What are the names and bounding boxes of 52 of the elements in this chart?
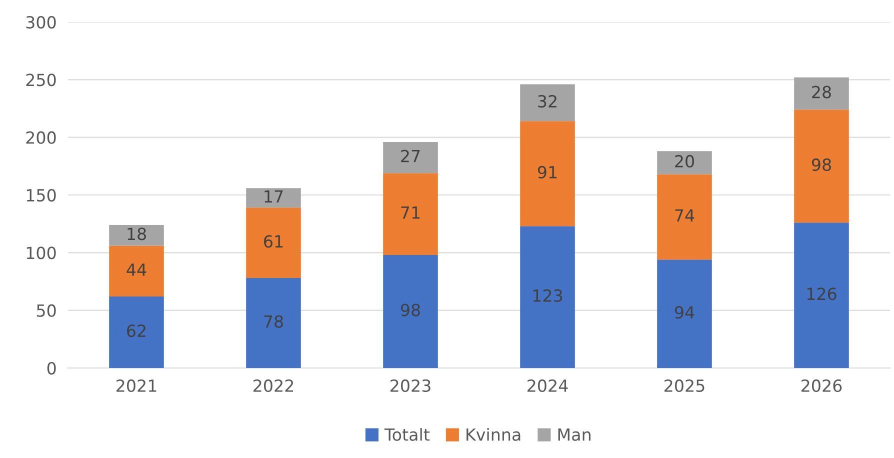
bar bbox=[383, 173, 438, 255]
x-tick-label: 2024 bbox=[528, 379, 568, 392]
bar bbox=[246, 188, 301, 208]
bar bbox=[657, 260, 712, 368]
bar bbox=[520, 84, 575, 122]
data-label: 18 bbox=[128, 228, 146, 240]
y-tick-label: 250 bbox=[26, 74, 56, 86]
y-tick-label: 100 bbox=[26, 246, 56, 260]
legend-label: Man bbox=[558, 428, 590, 441]
x-tick-label: 2021 bbox=[116, 379, 156, 392]
y-tick-label: 200 bbox=[26, 131, 56, 144]
legend-label: Totalt bbox=[384, 428, 430, 441]
data-label: 98 bbox=[400, 304, 420, 316]
data-label: 17 bbox=[264, 190, 283, 202]
data-label: 44 bbox=[126, 264, 146, 276]
y-tick-label: 50 bbox=[36, 304, 56, 317]
data-label: 28 bbox=[812, 86, 831, 98]
bar bbox=[794, 222, 849, 368]
bar bbox=[109, 224, 164, 246]
legend-label: Kvinna bbox=[466, 428, 520, 441]
x-tick-label: 2025 bbox=[664, 379, 704, 392]
data-label: 61 bbox=[264, 235, 283, 248]
data-label: 20 bbox=[675, 154, 694, 168]
bar bbox=[383, 142, 438, 174]
y-tick-label: 300 bbox=[26, 16, 56, 29]
y-tick-label: 0 bbox=[47, 362, 56, 375]
data-label: 74 bbox=[675, 209, 694, 222]
x-tick-label: 2023 bbox=[390, 379, 430, 392]
bar bbox=[246, 208, 301, 278]
bar bbox=[657, 174, 712, 260]
data-label: 27 bbox=[401, 150, 420, 162]
bar bbox=[383, 254, 438, 368]
data-label: 62 bbox=[127, 324, 146, 338]
bar bbox=[794, 110, 849, 223]
x-tick-label: 2022 bbox=[254, 379, 294, 392]
bar bbox=[657, 151, 712, 174]
data-label: 78 bbox=[264, 315, 283, 328]
bar bbox=[794, 77, 849, 110]
bar bbox=[109, 246, 164, 296]
data-label: 126 bbox=[807, 288, 836, 300]
data-label: 71 bbox=[401, 206, 420, 219]
data-label: 32 bbox=[538, 94, 556, 108]
bar bbox=[246, 278, 301, 368]
data-label: 98 bbox=[812, 158, 831, 172]
data-label: 91 bbox=[538, 166, 557, 178]
bar bbox=[520, 226, 575, 368]
bar bbox=[109, 296, 164, 368]
bar bbox=[520, 121, 575, 226]
y-tick-label: 150 bbox=[26, 188, 56, 202]
x-tick-label: 2026 bbox=[802, 379, 842, 392]
data-label: 94 bbox=[674, 306, 694, 319]
data-label: 123 bbox=[533, 289, 562, 302]
